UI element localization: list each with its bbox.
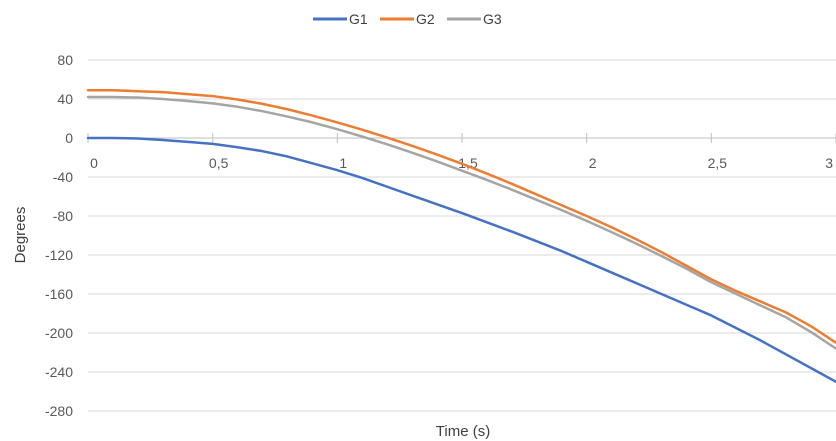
y-tick-label: -160: [45, 286, 73, 302]
x-tick-label: 0: [90, 155, 98, 171]
legend-item-g2: G2: [380, 11, 435, 27]
legend: G1 G2 G3: [313, 11, 502, 27]
grid-lines: [88, 59, 836, 412]
legend-item-g1: G1: [313, 11, 368, 27]
y-tick-label: -40: [53, 169, 73, 185]
legend-item-g3: G3: [447, 11, 502, 27]
y-tick-label: 40: [57, 91, 73, 107]
x-tick-label: 3: [825, 155, 833, 171]
y-tick-label: -120: [45, 247, 73, 263]
y-axis-title: Degrees: [12, 207, 29, 264]
y-tick-label: -200: [45, 325, 73, 341]
y-tick-label: 0: [65, 130, 73, 146]
series-line-g1: [86, 136, 836, 383]
x-tick-label: 0,5: [209, 155, 229, 171]
x-tick-label: 2,5: [708, 155, 728, 171]
x-tick-label: 1: [339, 155, 347, 171]
legend-label: G3: [483, 11, 502, 27]
y-tick-label: -80: [53, 208, 73, 224]
y-tick-label: -240: [45, 364, 73, 380]
series-line-g2: [86, 88, 836, 344]
x-axis: 0 0,5 1 1,5 2 2,5 3: [87, 133, 836, 171]
y-axis-tick-labels: 80 40 0 -40 -80 -120 -160 -200 -240 -280: [45, 52, 73, 419]
x-axis-title: Time (s): [436, 423, 490, 440]
y-tick-label: 80: [57, 52, 73, 68]
legend-label: G1: [349, 11, 368, 27]
series-lines: [86, 88, 836, 383]
series-line-g3: [86, 95, 836, 350]
legend-label: G2: [416, 11, 435, 27]
y-tick-label: -280: [45, 403, 73, 419]
x-tick-label: 2: [589, 155, 597, 171]
